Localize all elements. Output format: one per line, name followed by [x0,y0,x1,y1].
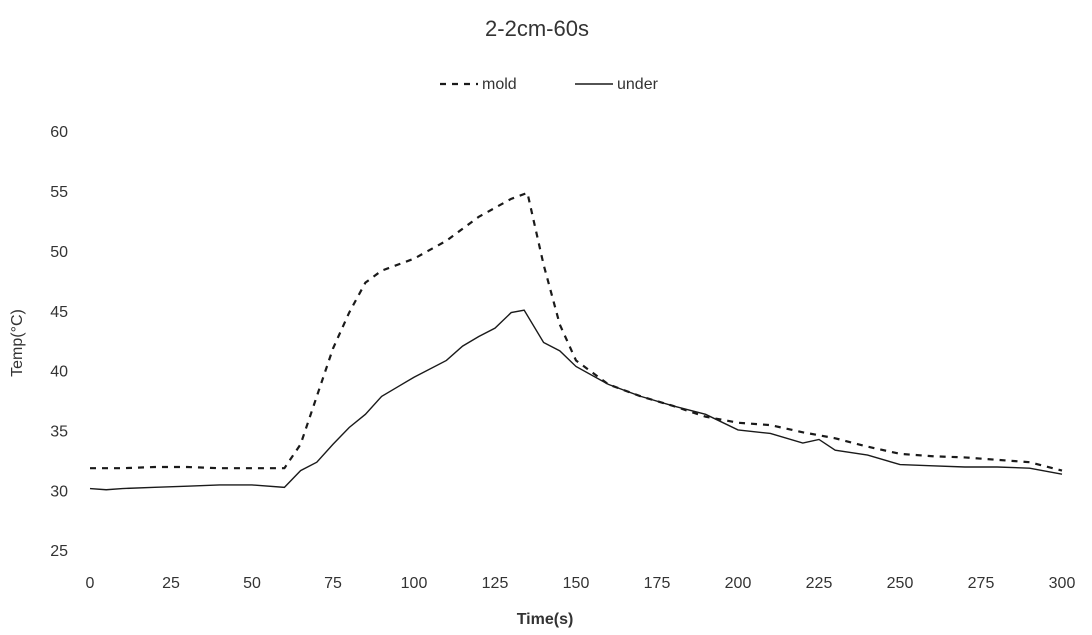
x-tick-label: 200 [725,575,752,592]
x-tick-label: 75 [324,575,342,592]
y-tick-label: 50 [50,244,68,261]
x-tick-label: 225 [806,575,833,592]
y-tick-label: 40 [50,364,68,381]
x-tick-label: 175 [644,575,671,592]
y-tick-label: 45 [50,304,68,321]
x-tick-label: 25 [162,575,180,592]
y-tick-label: 55 [50,184,68,201]
x-tick-label: 0 [86,575,95,592]
x-tick-label: 250 [887,575,914,592]
y-tick-label: 35 [50,424,68,441]
x-tick-label: 100 [401,575,428,592]
y-tick-label: 25 [50,543,68,560]
chart: 2-2cm-60s Time(s) Temp(°C) 25 30 35 40 45 50 5… [0,0,1092,635]
y-tick-label: 60 [50,124,68,141]
legend-label: under [617,76,659,93]
x-axis-label: Time(s) [517,611,574,628]
x-tick-label: 150 [563,575,590,592]
x-tick-label: 300 [1049,575,1076,592]
data-line [90,310,1062,490]
chart-title: 2-2cm-60s [485,16,589,41]
x-tick-label: 125 [482,575,509,592]
y-axis-label: Temp(°C) [9,309,26,377]
x-tick-label: 50 [243,575,261,592]
legend-label: mold [482,76,517,93]
x-tick-label: 275 [968,575,995,592]
y-tick-label: 30 [50,483,68,500]
data-line [90,193,1062,471]
